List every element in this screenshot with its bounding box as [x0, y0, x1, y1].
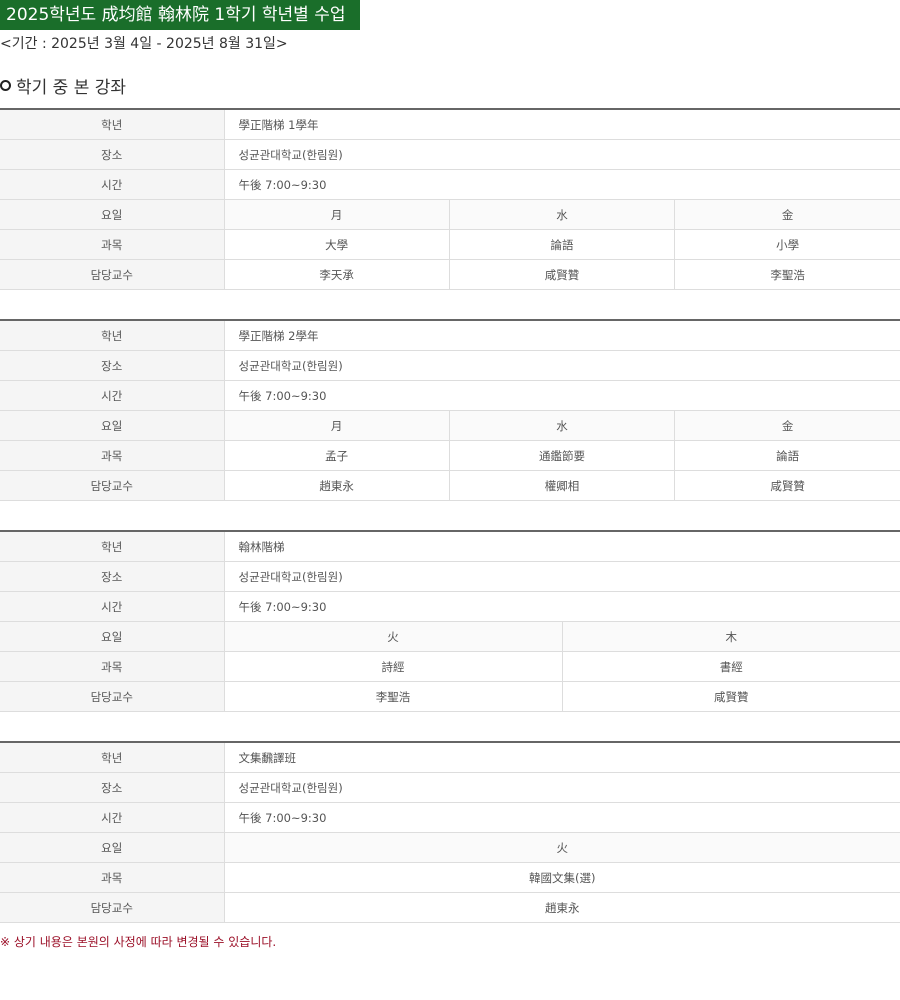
days-cell: 金: [674, 410, 900, 441]
row-label-place: 장소: [0, 772, 225, 803]
row-label-time: 시간: [0, 591, 225, 622]
circle-bullet-icon: [0, 80, 11, 91]
time-value: 午後 7:00~9:30: [224, 591, 900, 622]
table-row-subject: 과목 詩經 書經: [0, 651, 900, 682]
professors-cell: 李天承: [224, 259, 450, 290]
table-row-professor: 담당교수 趙東永 權卿相 咸賢贊: [0, 470, 900, 501]
table-row-subject: 과목 孟子 通鑑節要 論語: [0, 440, 900, 471]
days-cell: 月: [224, 410, 450, 441]
row-label-grade: 학년: [0, 109, 225, 140]
table-row-time: 시간 午後 7:00~9:30: [0, 802, 900, 833]
professors-cell: 權卿相: [449, 470, 676, 501]
row-label-subject: 과목: [0, 229, 225, 260]
row-label-day: 요일: [0, 199, 225, 230]
place-value: 성균관대학교(한림원): [224, 139, 900, 170]
table-row-time: 시간 午後 7:00~9:30: [0, 169, 900, 200]
table-row-place: 장소 성균관대학교(한림원): [0, 350, 900, 381]
table-row-grade: 학년 翰林階梯: [0, 531, 900, 562]
days-cell: 月: [224, 199, 450, 230]
table-row-grade: 학년 學正階梯 1學年: [0, 109, 900, 140]
row-label-place: 장소: [0, 561, 225, 592]
table-row-day: 요일 月水金: [0, 410, 900, 441]
table-row-place: 장소 성균관대학교(한림원): [0, 561, 900, 592]
schedule-table: 학년 文集飜譯班 장소 성균관대학교(한림원) 시간 午後 7:00~9:30 요일 火 과목 韓…: [0, 741, 900, 923]
time-value: 午後 7:00~9:30: [224, 802, 900, 833]
row-label-time: 시간: [0, 169, 225, 200]
table-row-place: 장소 성균관대학교(한림원): [0, 772, 900, 803]
subjects-cell: 小學: [674, 229, 900, 260]
period-text: <기간 : 2025년 3월 4일 - 2025년 8월 31일>: [0, 36, 288, 52]
table-row-subject: 과목 大學 論語 小學: [0, 229, 900, 260]
table-row-subject: 과목 韓國文集(選): [0, 862, 900, 893]
subjects-cell: 孟子: [224, 440, 450, 471]
table-row-day: 요일 月水金: [0, 199, 900, 230]
place-value: 성균관대학교(한림원): [224, 350, 900, 381]
row-label-professor: 담당교수: [0, 470, 225, 501]
place-value: 성균관대학교(한림원): [224, 772, 900, 803]
row-label-day: 요일: [0, 410, 225, 441]
table-row-professor: 담당교수 李天承 咸賢贊 李聖浩: [0, 259, 900, 290]
page-title: 2025학년도 成均館 翰林院 1학기 학년별 수업: [0, 0, 360, 30]
professors-cell: 咸賢贊: [562, 681, 900, 712]
row-label-professor: 담당교수: [0, 681, 225, 712]
days-cell: 木: [562, 621, 900, 652]
row-label-time: 시간: [0, 802, 225, 833]
row-label-professor: 담당교수: [0, 892, 225, 923]
schedule-table: 학년 學正階梯 1學年 장소 성균관대학교(한림원) 시간 午後 7:00~9:30 요일 月…: [0, 108, 900, 290]
table-row-grade: 학년 學正階梯 2學年: [0, 320, 900, 351]
table-row-place: 장소 성균관대학교(한림원): [0, 139, 900, 170]
days-cell: 火: [224, 832, 900, 863]
table-row-grade: 학년 文集飜譯班: [0, 742, 900, 773]
time-value: 午後 7:00~9:30: [224, 169, 900, 200]
row-label-place: 장소: [0, 350, 225, 381]
section-heading: 학기 중 본 강좌: [0, 73, 126, 98]
row-label-time: 시간: [0, 380, 225, 411]
grade-value: 翰林階梯: [224, 531, 900, 562]
table-row-professor: 담당교수 趙東永: [0, 892, 900, 923]
professors-cell: 李聖浩: [224, 681, 563, 712]
row-label-place: 장소: [0, 139, 225, 170]
subjects-cell: 論語: [449, 229, 676, 260]
subjects-cell: 韓國文集(選): [224, 862, 900, 893]
subjects-cell: 書經: [562, 651, 900, 682]
row-label-grade: 학년: [0, 742, 225, 773]
table-row-time: 시간 午後 7:00~9:30: [0, 380, 900, 411]
table-row-day: 요일 火木: [0, 621, 900, 652]
professors-cell: 趙東永: [224, 470, 450, 501]
row-label-professor: 담당교수: [0, 259, 225, 290]
days-cell: 水: [449, 410, 676, 441]
professors-cell: 趙東永: [224, 892, 900, 923]
grade-value: 學正階梯 2學年: [224, 320, 900, 351]
row-label-grade: 학년: [0, 531, 225, 562]
table-row-day: 요일 火: [0, 832, 900, 863]
row-label-day: 요일: [0, 621, 225, 652]
place-value: 성균관대학교(한림원): [224, 561, 900, 592]
row-label-subject: 과목: [0, 440, 225, 471]
days-cell: 金: [674, 199, 900, 230]
row-label-subject: 과목: [0, 862, 225, 893]
professors-cell: 咸賢贊: [674, 470, 900, 501]
days-cell: 火: [224, 621, 563, 652]
table-row-time: 시간 午後 7:00~9:30: [0, 591, 900, 622]
subjects-cell: 大學: [224, 229, 450, 260]
time-value: 午後 7:00~9:30: [224, 380, 900, 411]
section-title: 학기 중 본 강좌: [16, 78, 127, 98]
days-cell: 水: [449, 199, 676, 230]
subjects-cell: 詩經: [224, 651, 563, 682]
row-label-grade: 학년: [0, 320, 225, 351]
row-label-subject: 과목: [0, 651, 225, 682]
schedule-table: 학년 學正階梯 2學年 장소 성균관대학교(한림원) 시간 午後 7:00~9:30 요일 月…: [0, 319, 900, 501]
subjects-cell: 通鑑節要: [449, 440, 676, 471]
subjects-cell: 論語: [674, 440, 900, 471]
table-row-professor: 담당교수 李聖浩 咸賢贊: [0, 681, 900, 712]
notice-text: ※ 상기 내용은 본원의 사정에 따라 변경될 수 있습니다.: [0, 935, 277, 949]
grade-value: 學正階梯 1學年: [224, 109, 900, 140]
professors-cell: 咸賢贊: [449, 259, 676, 290]
grade-value: 文集飜譯班: [224, 742, 900, 773]
row-label-day: 요일: [0, 832, 225, 863]
schedule-table: 학년 翰林階梯 장소 성균관대학교(한림원) 시간 午後 7:00~9:30 요일 火木 과목 詩…: [0, 530, 900, 712]
professors-cell: 李聖浩: [674, 259, 900, 290]
